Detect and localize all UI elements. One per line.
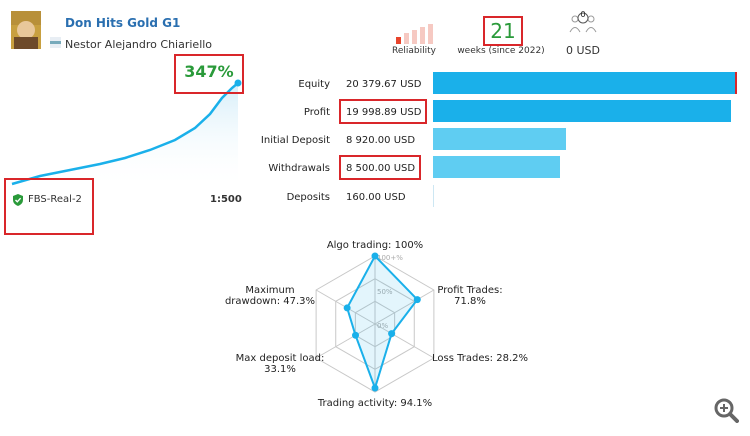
radar-point: [371, 252, 379, 260]
growth-highlight: [174, 54, 244, 94]
leverage-value: 1:500: [210, 194, 242, 205]
country-flag-icon: [50, 37, 61, 48]
metric-label-equity: Equity: [298, 79, 330, 90]
radar-point: [343, 304, 351, 312]
growth-chart[interactable]: [0, 70, 250, 190]
metric-value-withdrawals: 8 500.00 USD: [346, 163, 416, 174]
growth-area: [12, 83, 238, 190]
metric-bar: [433, 72, 737, 94]
verified-check-icon: [13, 194, 23, 206]
radar-tick-label: 50%: [377, 288, 393, 296]
radar-point: [388, 330, 396, 338]
radar-axis-label: Loss Trades: 28.2%: [431, 353, 528, 364]
radar-tick-label: 100+%: [377, 254, 403, 262]
radar-axis-line: [374, 323, 435, 359]
radar-data-polygon: [346, 254, 419, 392]
radar-axis-label: Profit Trades: 71.8%: [437, 285, 503, 307]
signal-name-link[interactable]: Don Hits Gold G1: [65, 16, 181, 30]
account-highlight: [4, 178, 94, 235]
metric-label-initial-deposit: Initial Deposit: [260, 135, 330, 146]
metric-label-profit: Profit: [303, 107, 330, 118]
avatar[interactable]: [11, 11, 41, 49]
radar-axis-line: [315, 323, 376, 359]
subscribers-count: 0: [580, 10, 586, 19]
account-server-link[interactable]: FBS-Real-2: [28, 194, 82, 205]
radar-axis-label: Maximum drawdown: 47.3%: [224, 285, 316, 307]
metric-value-equity: 20 379.67 USD: [346, 79, 422, 90]
subscribers-icon: [569, 12, 597, 33]
metric-value-deposits: 160.00 USD: [346, 192, 406, 203]
zoom-icon[interactable]: [713, 397, 739, 423]
reliability-label: Reliability: [392, 46, 436, 56]
weeks-value: 21: [483, 16, 523, 46]
weeks-label: weeks (since 2022): [457, 46, 545, 56]
metric-highlight: [339, 155, 421, 180]
metric-label-withdrawals: Withdrawals: [268, 163, 330, 174]
metric-bar: [433, 128, 566, 150]
radar-point: [413, 296, 421, 304]
metric-highlight: [339, 99, 427, 124]
radar-point: [371, 384, 379, 392]
author-name[interactable]: Nestor Alejandro Chiariello: [65, 38, 213, 51]
subscribers-funds: 0 USD: [566, 44, 600, 57]
metric-value-profit: 19 998.89 USD: [346, 107, 422, 118]
radar-axis-line: [374, 289, 435, 325]
metric-label-deposits: Deposits: [286, 192, 330, 203]
metric-value-initial-deposit: 8 920.00 USD: [346, 135, 416, 146]
metric-bar: [433, 156, 560, 178]
metric-bar: [433, 185, 434, 207]
radar-point: [352, 331, 360, 339]
radar-tick-label: 0%: [377, 322, 388, 330]
radar-axis-label: Algo trading: 100%: [326, 240, 424, 251]
growth-end-dot: [234, 79, 242, 87]
radar-axis-label: Trading activity: 94.1%: [317, 398, 433, 409]
metric-bar: [433, 100, 731, 122]
radar-axis-label: Max deposit load: 33.1%: [235, 353, 325, 375]
equity-bar-tip: [735, 72, 737, 94]
reliability-bars-icon: [396, 24, 433, 44]
growth-value: 347%: [184, 62, 234, 81]
growth-line: [11, 82, 239, 186]
